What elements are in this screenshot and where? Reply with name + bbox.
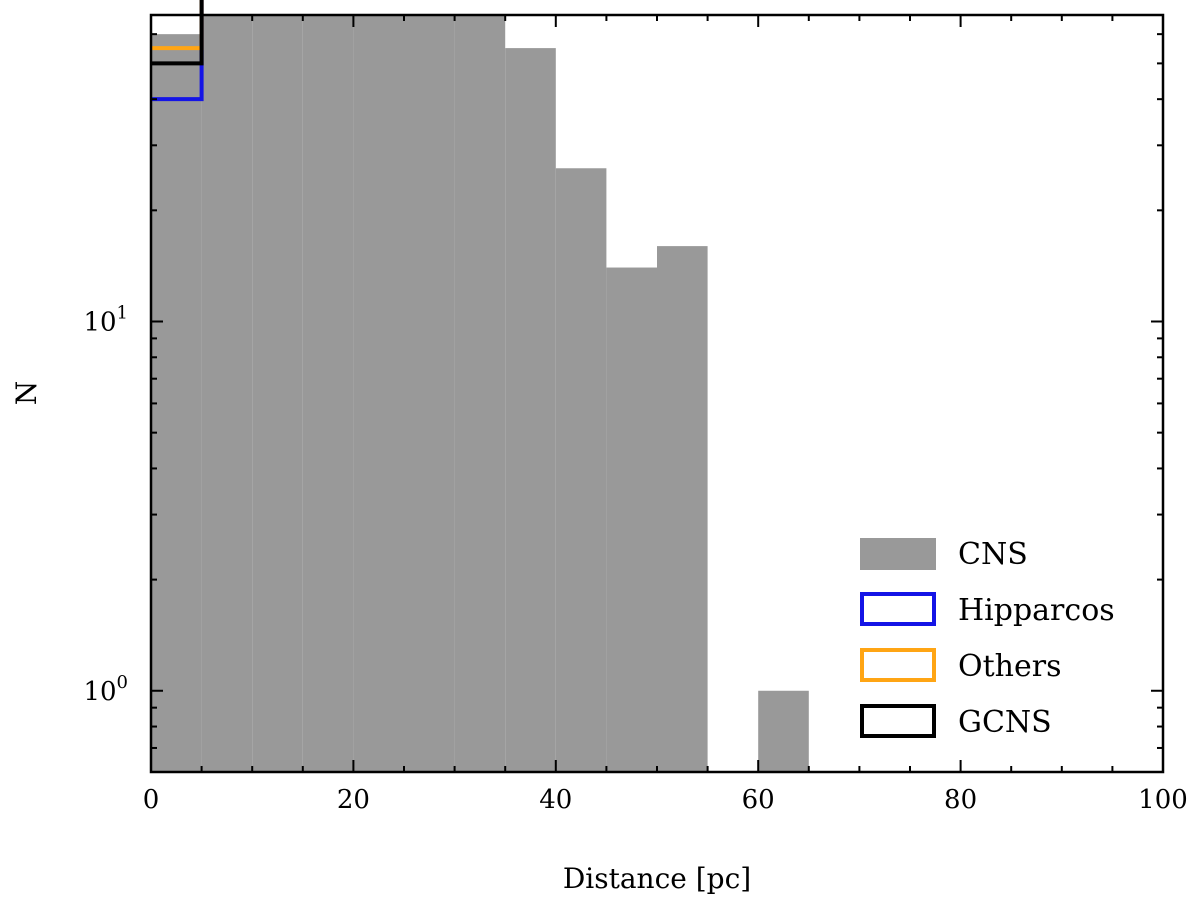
y-tick-label-power: 1 (117, 302, 128, 323)
plot-frame (149, 13, 1165, 774)
x-axis-label: Distance [pc] (563, 862, 751, 895)
legend-label-cns: CNS (958, 537, 1028, 572)
x-tick-label-80: 80 (944, 785, 977, 815)
legend-swatch-others (860, 648, 936, 682)
legend-swatch-gcns (860, 704, 936, 738)
cns-bar-10 (657, 246, 708, 772)
cns-bar-6 (454, 15, 506, 772)
tick-labels-group: 020406080100100101102103104 (83, 302, 1188, 815)
legend-label-gcns: GCNS (958, 705, 1052, 740)
x-tick-label-20: 20 (337, 785, 370, 815)
legend-label-hipparcos: Hipparcos (958, 593, 1115, 628)
legend-label-others: Others (958, 649, 1061, 684)
legend: CNS Hipparcos Others GCNS (860, 537, 1115, 740)
cns-bar-8 (555, 168, 607, 773)
cns-bar-12 (758, 690, 809, 772)
y-tick-label-1e0: 100 (83, 672, 128, 707)
cns-bar-3 (302, 15, 354, 772)
cns-bar-7 (505, 48, 556, 772)
x-tick-label-60: 60 (742, 785, 775, 815)
cns-bar-1 (201, 15, 253, 772)
cns-bar-5 (404, 15, 455, 772)
cns-bars-group (151, 15, 809, 773)
legend-swatch-hipparcos (860, 592, 936, 626)
legend-swatch-cns (860, 538, 936, 570)
y-tick-label-base: 10 (83, 677, 116, 707)
x-tick-label-40: 40 (539, 785, 572, 815)
y-tick-label-1e1: 101 (83, 302, 128, 337)
y-tick-label-power: 0 (117, 672, 128, 693)
cns-bar-4 (353, 15, 404, 772)
cns-bar-2 (252, 15, 303, 772)
y-axis-label: N (10, 381, 43, 406)
y-tick-label-base: 10 (83, 307, 116, 337)
x-tick-label-100: 100 (1138, 785, 1188, 815)
cns-bar-0 (151, 34, 202, 772)
cns-bar-9 (606, 267, 657, 772)
x-tick-label-0: 0 (143, 785, 160, 815)
